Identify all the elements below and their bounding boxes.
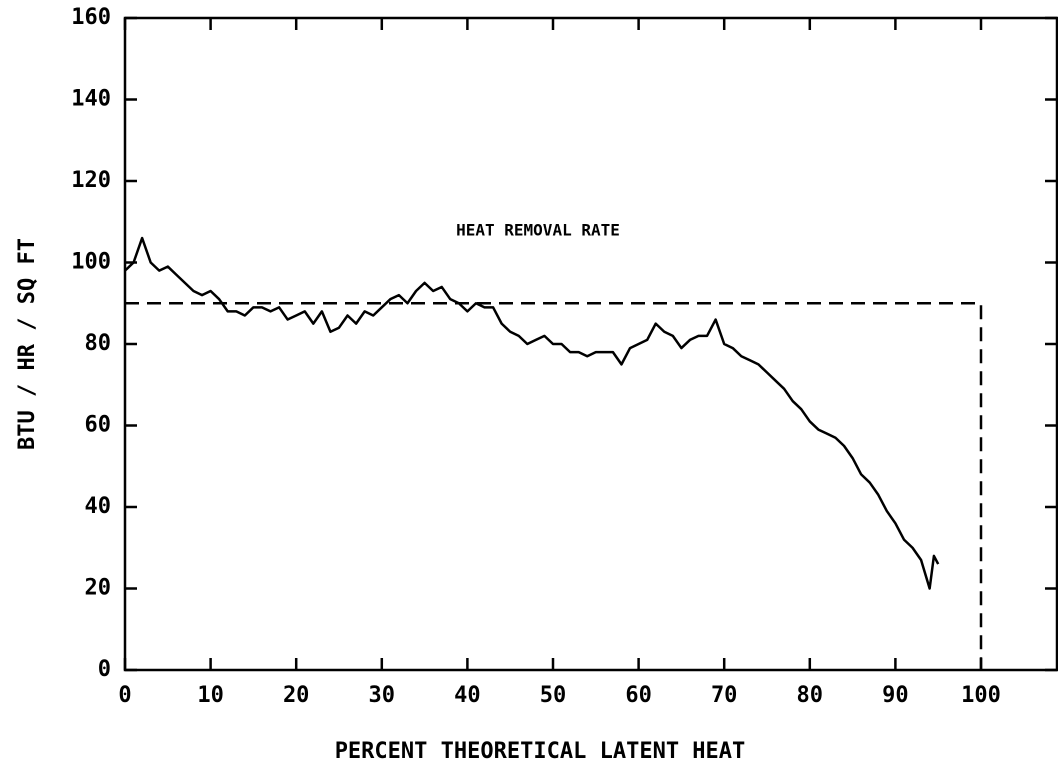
data-line	[124, 236, 940, 590]
annotation: HEAT REMOVAL RATE	[456, 221, 620, 240]
plot-frame	[123, 16, 1058, 672]
y-axis-label: BTU / HR / SQ FT	[15, 238, 40, 450]
x-tick-label: 30	[369, 683, 396, 708]
reference-line	[125, 302, 983, 670]
x-tick-label: 20	[283, 683, 310, 708]
y-tick-label: 140	[71, 87, 111, 112]
x-tick-label: 90	[882, 683, 909, 708]
x-tick-label: 60	[625, 683, 652, 708]
y-tick-label: 80	[85, 331, 112, 356]
y-tick-label: 100	[71, 250, 111, 275]
y-tick-label: 120	[71, 168, 111, 193]
x-tick-label: 40	[454, 683, 481, 708]
x-tick-label: 100	[961, 683, 1001, 708]
y-tick-label: 0	[98, 657, 111, 682]
x-tick-label: 10	[197, 683, 224, 708]
y-tick-label: 20	[85, 576, 112, 601]
x-tick-label: 80	[797, 683, 824, 708]
y-tick-label: 160	[71, 5, 111, 30]
x-axis-label: PERCENT THEORETICAL LATENT HEAT	[335, 739, 746, 764]
x-tick-label: 50	[540, 683, 567, 708]
x-tick-label: 70	[711, 683, 738, 708]
x-tick-label: 0	[118, 683, 131, 708]
y-tick-label: 40	[85, 494, 112, 519]
y-tick-label: 60	[85, 413, 112, 438]
